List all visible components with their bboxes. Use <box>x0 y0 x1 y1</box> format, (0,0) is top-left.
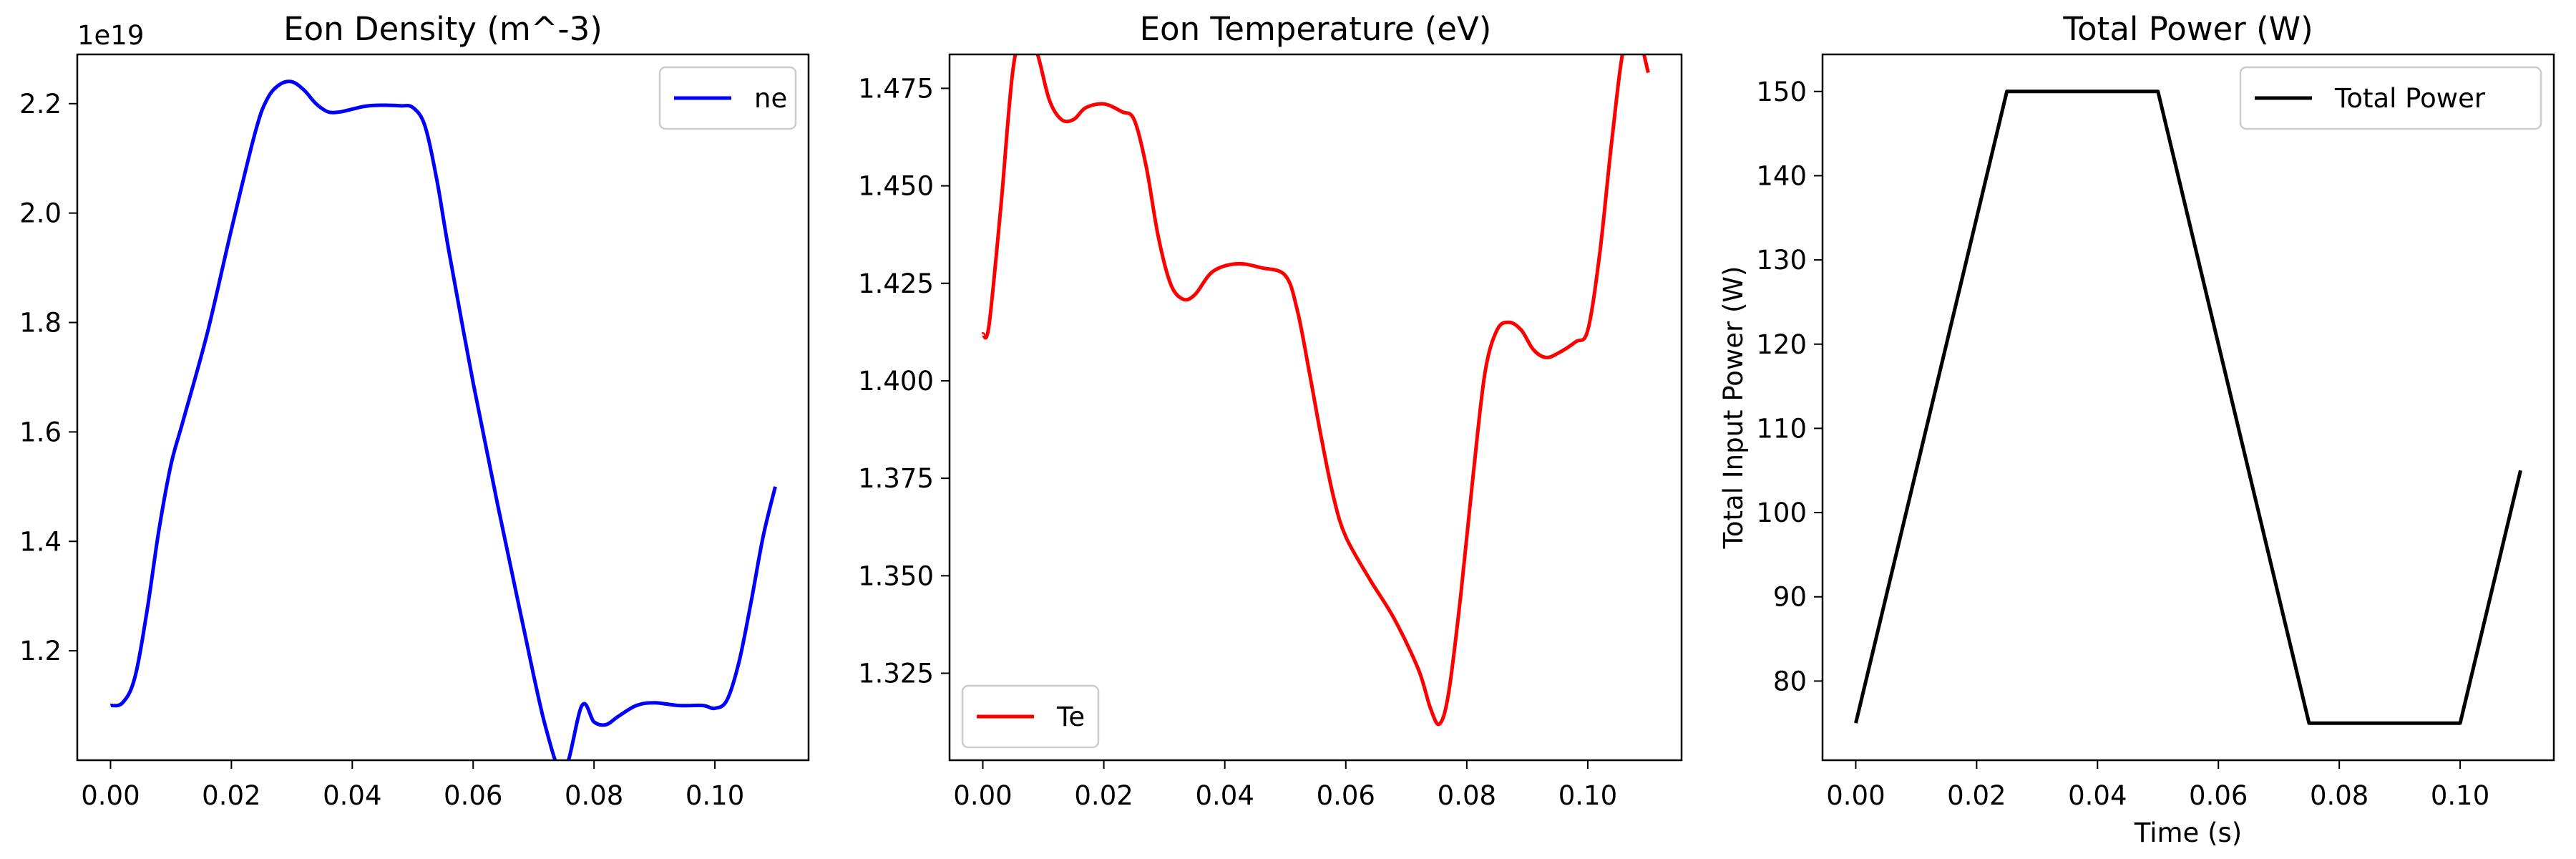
x-tick-label: 0.00 <box>1826 780 1885 811</box>
chart-2: Total Power (W) 0.00 0.02 0.04 0.06 0.08 0.10 8… <box>1718 10 2555 848</box>
x-tick-label: 0.06 <box>2189 780 2248 811</box>
chart-title: Total Power (W) <box>2062 10 2313 48</box>
chart-title: Eon Temperature (eV) <box>1140 10 1492 48</box>
y-tick-label: 140 <box>1756 160 1807 191</box>
y-tick-label: 1.6 <box>19 417 62 447</box>
x-tick-label: 0.04 <box>2068 780 2127 811</box>
y-tick-label: 120 <box>1756 329 1807 360</box>
x-tick-label: 0.00 <box>81 780 140 811</box>
x-tick-label: 0.04 <box>1195 780 1254 811</box>
y-tick-label: 100 <box>1756 498 1807 528</box>
legend-label: Te <box>1056 702 1085 732</box>
x-tick-label: 0.10 <box>1558 780 1617 811</box>
series-line-0 <box>1854 89 2522 725</box>
y-tick-label: 110 <box>1756 413 1807 444</box>
y-tick-label: 1.4 <box>19 526 62 557</box>
x-axis-label: Time (s) <box>2134 817 2242 848</box>
x-tick-label: 0.06 <box>1317 780 1375 811</box>
x-tick-label: 0.10 <box>686 780 744 811</box>
y-tick-label: 150 <box>1756 77 1807 107</box>
series-line-0 <box>981 54 1650 727</box>
y-tick-label: 1.425 <box>858 268 934 299</box>
x-tick-label: 0.00 <box>953 780 1012 811</box>
legend-label: Total Power <box>2334 83 2486 114</box>
y-tick-label: 1.8 <box>19 308 62 339</box>
legend-box <box>2239 66 2542 130</box>
y-tick-label: 2.2 <box>19 89 62 120</box>
x-tick-label: 0.06 <box>444 780 502 811</box>
x-tick-label: 0.08 <box>2310 780 2368 811</box>
axes-frame <box>948 53 1683 762</box>
axes-frame <box>1821 53 2555 762</box>
x-tick-label: 0.02 <box>202 780 260 811</box>
x-tick-label: 0.02 <box>1947 780 2006 811</box>
y-tick-label: 1.350 <box>858 560 934 591</box>
y-tick-label: 1.2 <box>19 636 62 666</box>
x-tick-label: 0.10 <box>2431 780 2489 811</box>
y-tick-label: 90 <box>1773 582 1807 613</box>
y-tick-label: 1.400 <box>858 366 934 397</box>
chart-1: Eon Temperature (eV) 0.00 0.02 0.04 0.06 0.08… <box>858 10 1683 811</box>
legend: Te <box>961 684 1100 749</box>
y-tick-label: 1.450 <box>858 171 934 202</box>
series-line-0 <box>109 79 777 760</box>
chart-title: Eon Density (m^-3) <box>283 10 602 48</box>
y-tick-label: 1.475 <box>858 73 934 104</box>
y-tick-label: 1.375 <box>858 463 934 494</box>
legend-label: ne <box>754 83 787 114</box>
legend: ne <box>658 66 797 130</box>
x-tick-label: 0.08 <box>565 780 623 811</box>
x-tick-label: 0.08 <box>1438 780 1496 811</box>
x-tick-label: 0.02 <box>1074 780 1133 811</box>
y-tick-label: 80 <box>1773 666 1807 697</box>
offset-text: 1e19 <box>77 20 144 51</box>
y-tick-label: 130 <box>1756 245 1807 276</box>
legend: Total Power <box>2239 66 2542 130</box>
chart-0: Eon Density (m^-3) 0.00 0.02 0.04 0.06 0.08 0.… <box>19 10 810 811</box>
x-tick-label: 0.04 <box>323 780 381 811</box>
y-tick-label: 1.325 <box>858 659 934 689</box>
axes-frame <box>76 53 810 762</box>
y-axis-label: Total Input Power (W) <box>1718 266 1749 550</box>
y-tick-label: 2.0 <box>19 198 62 229</box>
